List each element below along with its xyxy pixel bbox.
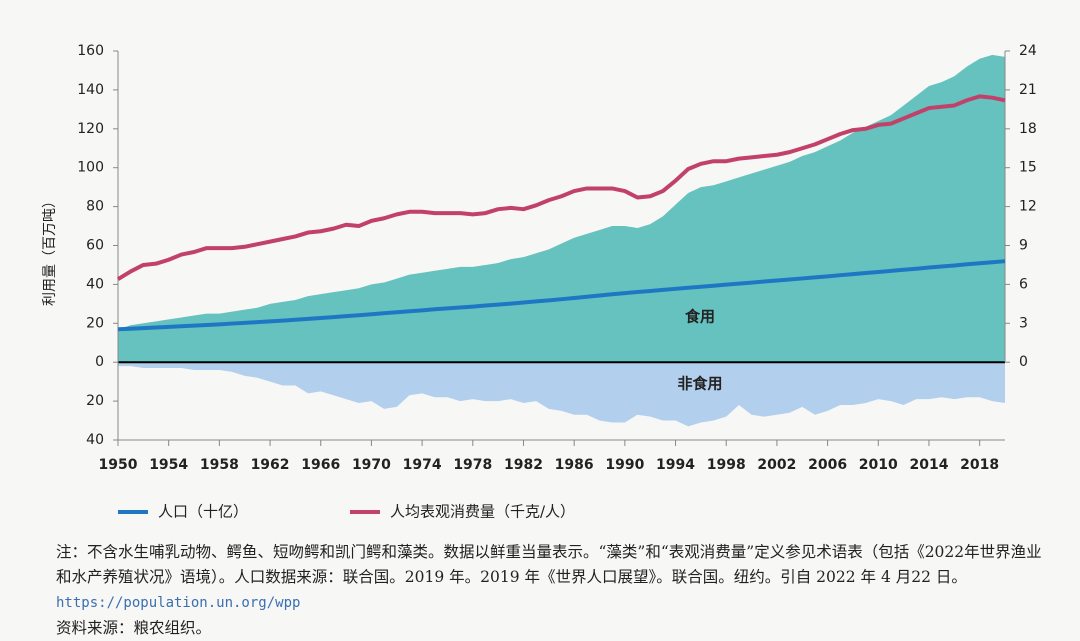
x-tick-label: 1974: [403, 457, 442, 473]
y2-tick-label: 12: [1019, 199, 1037, 215]
area-label: 食用: [685, 308, 715, 326]
source: 资料来源：粮农组织。: [56, 619, 212, 637]
y2-tick-label: 9: [1019, 238, 1028, 254]
y-axis-label: 利用量（百万吨）: [42, 194, 58, 306]
area: [118, 362, 1005, 427]
x-tick-label: 1994: [656, 457, 695, 473]
legend-label: 人口（十亿）: [158, 503, 248, 521]
x-tick-label: 1982: [504, 457, 543, 473]
x-tick-label: 1954: [149, 457, 188, 473]
x-tick-label: 2014: [909, 457, 948, 473]
note-text: 注：不含水生哺乳动物、鳄鱼、短吻鳄和凯门鳄和藻类。数据以鲜重当量表示。“藻类”和…: [56, 543, 1042, 586]
x-tick-label: 2002: [757, 457, 796, 473]
x-tick-label: 1962: [251, 457, 290, 473]
y2-tick-label: 21: [1019, 82, 1037, 98]
y-tick-label: 40: [86, 276, 104, 292]
y-tick-label: 160: [77, 43, 104, 59]
y2-tick-label: 6: [1019, 276, 1028, 292]
line: [116, 94, 1006, 281]
y2-tick-label: 18: [1019, 121, 1037, 137]
y2-tick-label: 3: [1019, 315, 1028, 331]
x-tick-label: 1986: [555, 457, 594, 473]
y2-tick-label: 0: [1019, 354, 1028, 370]
y2-tick-label: 24: [1019, 43, 1037, 59]
y-tick-label: 120: [77, 121, 104, 137]
x-tick-label: 1978: [453, 457, 492, 473]
y-tick-label: 100: [77, 160, 104, 176]
legend-label: 人均表观消费量（千克/人）: [390, 503, 575, 521]
x-tick-label: 1966: [301, 457, 340, 473]
area: [118, 54, 1005, 363]
x-tick-label: 2018: [960, 457, 999, 473]
x-tick-label: 2006: [808, 457, 847, 473]
line: [117, 259, 1006, 332]
y-tick-label: 20: [86, 393, 104, 409]
x-tick-label: 1958: [200, 457, 239, 473]
y-tick-label: 60: [86, 238, 104, 254]
y-tick-label: 20: [86, 315, 104, 331]
y2-tick-label: 15: [1019, 160, 1037, 176]
area-label: 非食用: [677, 375, 722, 393]
note-url: https://population.un.org/wpp: [56, 595, 301, 611]
y-tick-label: 80: [86, 199, 104, 215]
x-tick-label: 1998: [707, 457, 746, 473]
y-tick-label: 140: [77, 82, 104, 98]
x-tick-label: 1990: [605, 457, 644, 473]
x-tick-label: 1950: [99, 457, 138, 473]
chart: 利用量（百万吨） 4020020406080100120140160036912…: [42, 43, 1037, 521]
x-tick-label: 1970: [352, 457, 391, 473]
x-tick-label: 2010: [859, 457, 898, 473]
y-tick-label: 0: [95, 354, 104, 370]
note: 注：不含水生哺乳动物、鳄鱼、短吻鳄和凯门鳄和藻类。数据以鲜重当量表示。“藻类”和…: [56, 540, 1056, 641]
y-tick-label: 40: [86, 432, 104, 448]
